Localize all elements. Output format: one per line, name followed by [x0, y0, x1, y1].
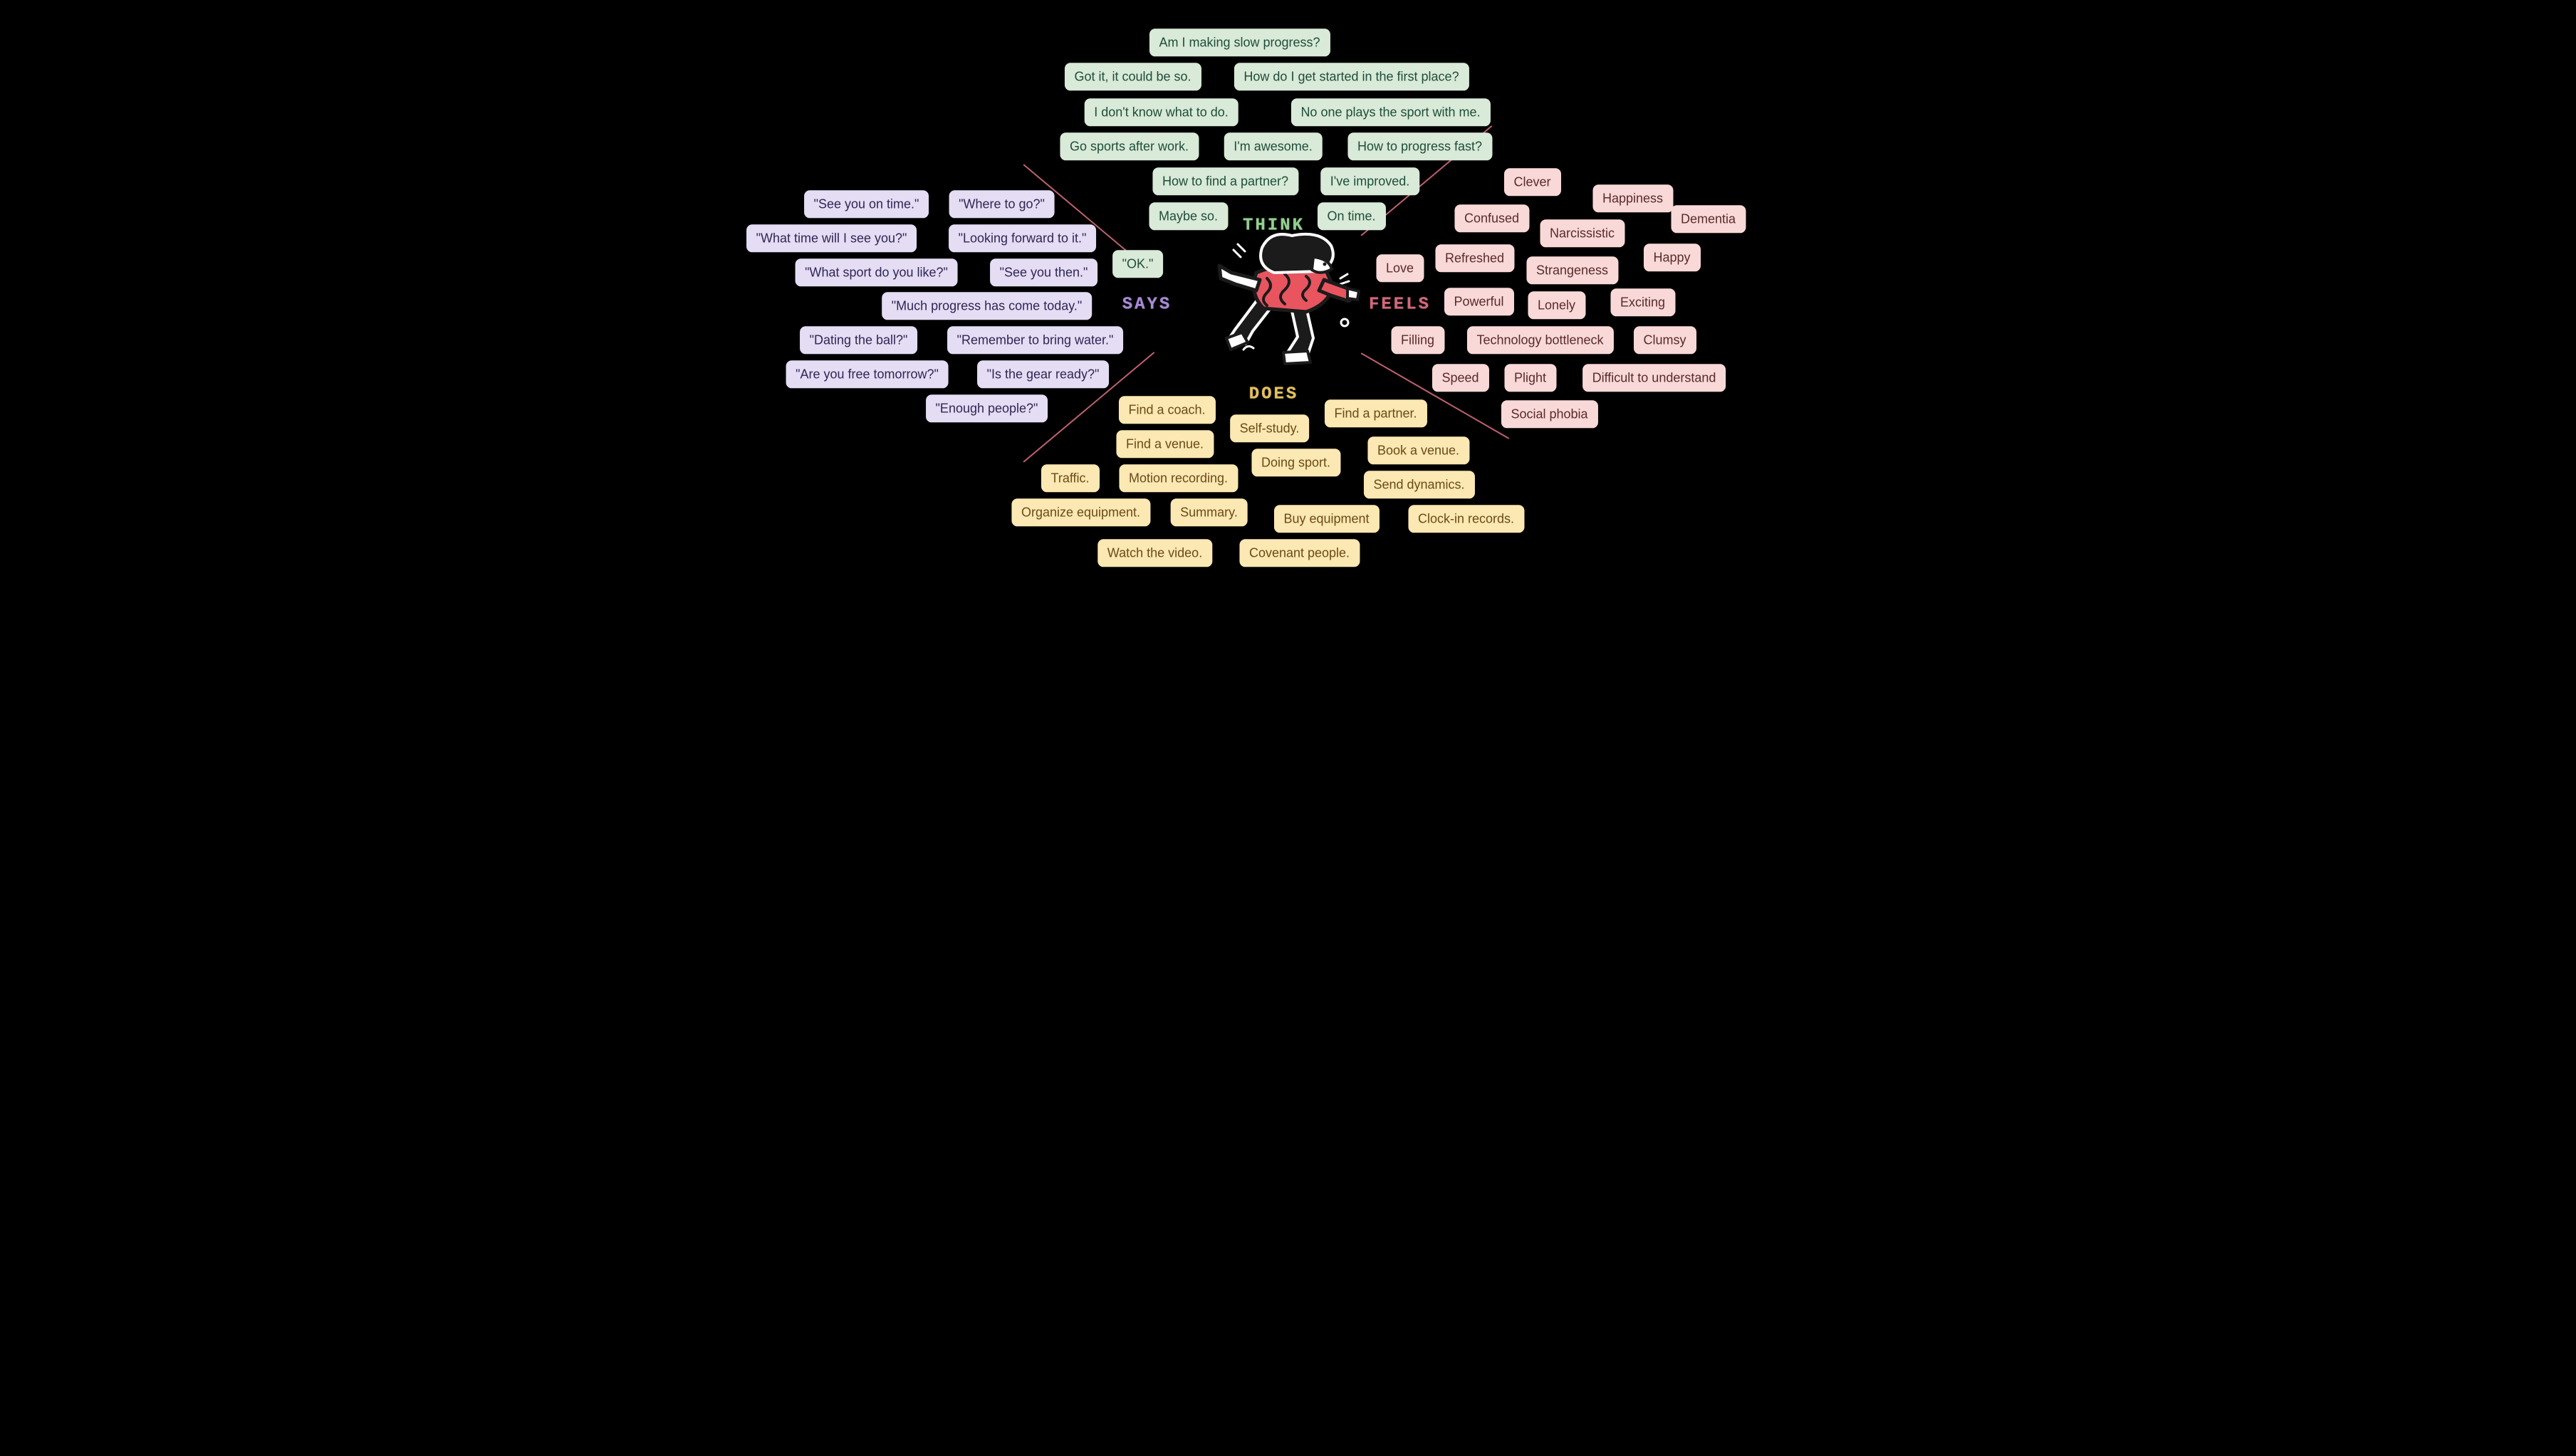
feels-chip: Happiness: [1592, 184, 1673, 212]
does-chip: Clock-in records.: [1408, 505, 1524, 533]
think-chip: On time.: [1317, 202, 1385, 230]
does-chip: Traffic.: [1041, 464, 1099, 492]
does-chip: Watch the video.: [1097, 539, 1212, 567]
does-chip: Send dynamics.: [1363, 471, 1474, 498]
feels-chip: Clumsy: [1633, 326, 1696, 354]
says-chip: "What time will I see you?": [746, 224, 917, 252]
think-chip: I'm awesome.: [1224, 132, 1322, 160]
think-chip: I don't know what to do.: [1084, 98, 1239, 126]
does-chip: Self-study.: [1230, 414, 1310, 442]
feels-chip: Happy: [1643, 243, 1700, 271]
does-chip: Organize equipment.: [1011, 498, 1150, 526]
says-chip: "Looking forward to it.": [949, 224, 1097, 252]
says-chip: "What sport do you like?": [795, 258, 958, 286]
feels-chip: Technology bottleneck: [1466, 326, 1613, 354]
does-chip: Doing sport.: [1251, 449, 1340, 476]
think-chip: Maybe so.: [1149, 202, 1228, 230]
does-chip: Buy equipment: [1273, 505, 1379, 533]
feels-chip: Dementia: [1671, 205, 1746, 233]
feels-chip: Filling: [1391, 326, 1444, 354]
think-chip: Am I making slow progress?: [1149, 28, 1330, 56]
does-chip: Summary.: [1170, 498, 1248, 526]
does-chip: Find a partner.: [1324, 399, 1427, 427]
think-chip: How to progress fast?: [1347, 132, 1492, 160]
feels-chip: Lonely: [1528, 291, 1585, 319]
think-chip: How to find a partner?: [1152, 167, 1298, 195]
think-chip: "OK.": [1112, 250, 1164, 278]
feels-chip: Confused: [1454, 204, 1529, 232]
think-chip: Got it, it could be so.: [1064, 63, 1201, 90]
does-chip: Covenant people.: [1239, 539, 1360, 567]
empathy-map-canvas: THINK SAYS FEELS DOES Am I making slow p…: [741, 0, 1835, 587]
feels-chip: Love: [1376, 254, 1424, 282]
quadrant-label-think: THINK: [1243, 216, 1305, 236]
quadrant-label-feels: FEELS: [1369, 295, 1431, 315]
says-chip: "Remember to bring water.": [947, 326, 1124, 354]
quadrant-label-does: DOES: [1249, 385, 1299, 404]
says-chip: "See you then.": [990, 258, 1098, 286]
feels-chip: Social phobia: [1501, 400, 1597, 428]
says-chip: "Is the gear ready?": [977, 360, 1110, 388]
says-chip: "Dating the ball?": [800, 326, 918, 354]
feels-chip: Refreshed: [1435, 244, 1514, 272]
says-chip: "See you on time.": [804, 190, 929, 218]
think-chip: I've improved.: [1320, 167, 1419, 195]
quadrant-label-says: SAYS: [1122, 295, 1172, 315]
think-chip: How do I get started in the first place?: [1234, 63, 1469, 90]
says-chip: "Enough people?": [926, 394, 1048, 422]
feels-chip: Powerful: [1444, 288, 1513, 315]
does-chip: Book a venue.: [1367, 436, 1469, 464]
think-chip: Go sports after work.: [1060, 132, 1199, 160]
says-chip: "Much progress has come today.": [882, 292, 1093, 320]
feels-chip: Strangeness: [1526, 256, 1618, 284]
does-chip: Find a coach.: [1118, 396, 1215, 424]
feels-chip: Clever: [1503, 168, 1560, 196]
feels-chip: Plight: [1504, 364, 1556, 392]
feels-chip: Narcissistic: [1540, 219, 1625, 247]
think-chip: No one plays the sport with me.: [1290, 98, 1490, 126]
says-chip: "Where to go?": [949, 190, 1055, 218]
does-chip: Motion recording.: [1119, 464, 1238, 492]
feels-chip: Exciting: [1610, 288, 1675, 316]
feels-chip: Difficult to understand: [1582, 364, 1726, 392]
does-chip: Find a venue.: [1116, 430, 1214, 458]
persona-illustration: [1206, 223, 1370, 365]
says-chip: "Are you free tomorrow?": [786, 360, 949, 388]
feels-chip: Speed: [1432, 364, 1488, 392]
